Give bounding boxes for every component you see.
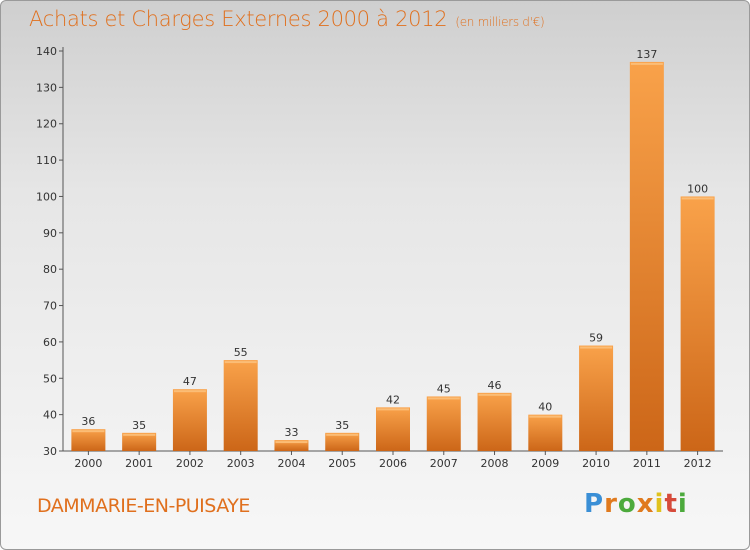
- bar-value-label: 35: [132, 419, 146, 432]
- chart-title: Achats et Charges Externes 2000 à 2012 (e…: [29, 7, 545, 31]
- proxiti-logo[interactable]: Proxiti: [584, 489, 688, 519]
- bar: [223, 360, 258, 451]
- bar: [376, 407, 410, 451]
- bar-highlight: [681, 197, 714, 200]
- bar-value-label: 100: [687, 182, 708, 195]
- bar-highlight: [275, 441, 308, 444]
- bar-value-label: 55: [234, 346, 248, 359]
- bar-value-label: 46: [488, 379, 502, 392]
- bar-highlight: [427, 397, 460, 400]
- bar-highlight: [72, 430, 105, 433]
- bar: [579, 345, 614, 451]
- bar-highlight: [377, 408, 409, 411]
- chart-bars: 36 35 47 55 33 35 42 45 46 40 59 137 100: [71, 48, 715, 452]
- bar: [477, 392, 512, 451]
- bar: [274, 440, 309, 451]
- x-tick-label: 2011: [633, 457, 661, 470]
- chart-subtitle: (en milliers d'€): [455, 15, 545, 29]
- y-tick-label: 130: [36, 81, 57, 94]
- y-tick-label: 30: [43, 445, 57, 458]
- y-tick-label: 140: [36, 45, 57, 58]
- bar-value-label: 40: [538, 401, 552, 414]
- bar-value-label: 47: [183, 375, 197, 388]
- bar-value-label: 45: [437, 382, 451, 395]
- y-tick-label: 90: [43, 227, 57, 240]
- x-tick-label: 2007: [430, 457, 458, 470]
- bar-value-label: 33: [284, 426, 298, 439]
- x-tick-label: 2004: [277, 457, 305, 470]
- y-tick-label: 100: [36, 190, 57, 203]
- y-tick-label: 80: [43, 263, 57, 276]
- x-tick-label: 2012: [684, 457, 712, 470]
- x-tick-label: 2005: [328, 457, 356, 470]
- x-tick-label: 2003: [227, 457, 255, 470]
- x-tick-label: 2001: [125, 457, 153, 470]
- x-tick-label: 2000: [74, 457, 102, 470]
- bar: [426, 396, 461, 451]
- x-tick-label: 2006: [379, 457, 407, 470]
- bar-highlight: [173, 390, 206, 393]
- bar: [172, 389, 207, 451]
- bar-highlight: [580, 346, 613, 349]
- x-tick-label: 2002: [176, 457, 204, 470]
- bar: [71, 429, 106, 451]
- bar-value-label: 59: [589, 332, 603, 345]
- x-tick-label: 2010: [582, 457, 610, 470]
- bar-value-label: 36: [81, 415, 95, 428]
- y-tick-label: 70: [43, 300, 57, 313]
- bar-value-label: 42: [386, 393, 400, 406]
- bar-highlight: [123, 433, 156, 436]
- bar: [528, 414, 563, 451]
- y-tick-label: 40: [43, 409, 57, 422]
- y-tick-label: 110: [36, 154, 57, 167]
- bar-highlight: [326, 433, 359, 436]
- y-tick-label: 60: [43, 336, 57, 349]
- bar-highlight: [478, 393, 511, 396]
- x-tick-label: 2009: [531, 457, 559, 470]
- bar: [122, 432, 157, 451]
- chart-title-text: Achats et Charges Externes 2000 à 2012: [29, 7, 448, 31]
- bar-value-label: 35: [335, 419, 349, 432]
- bar: [325, 432, 360, 451]
- chart-axes: 30 40 50 60 70 80 90 100 110 120 130 140 2000 2001 200…: [36, 45, 723, 470]
- y-tick-label: 50: [43, 372, 57, 385]
- y-tick-label: 120: [36, 118, 57, 131]
- bar-highlight: [529, 415, 562, 418]
- x-tick-label: 2008: [481, 457, 509, 470]
- bar: [680, 196, 715, 451]
- bar-highlight: [224, 361, 257, 364]
- commune-name: DAMMARIE-EN-PUISAYE: [37, 495, 250, 517]
- bar-highlight: [630, 62, 663, 65]
- bar: [629, 61, 664, 452]
- bar-value-label: 137: [636, 48, 657, 61]
